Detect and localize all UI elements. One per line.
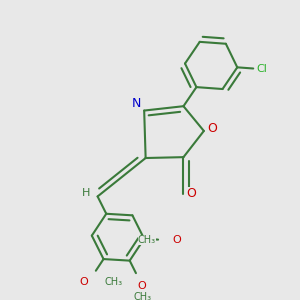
- Text: CH₃: CH₃: [138, 236, 156, 245]
- Text: O: O: [172, 236, 181, 245]
- Text: Cl: Cl: [256, 64, 267, 74]
- Text: CH₃: CH₃: [133, 292, 151, 300]
- Text: H: H: [82, 188, 91, 198]
- Text: N: N: [132, 97, 142, 110]
- Text: O: O: [80, 278, 88, 287]
- Text: O: O: [187, 187, 196, 200]
- Text: O: O: [138, 280, 147, 291]
- Text: CH₃: CH₃: [104, 278, 122, 287]
- Text: O: O: [207, 122, 217, 134]
